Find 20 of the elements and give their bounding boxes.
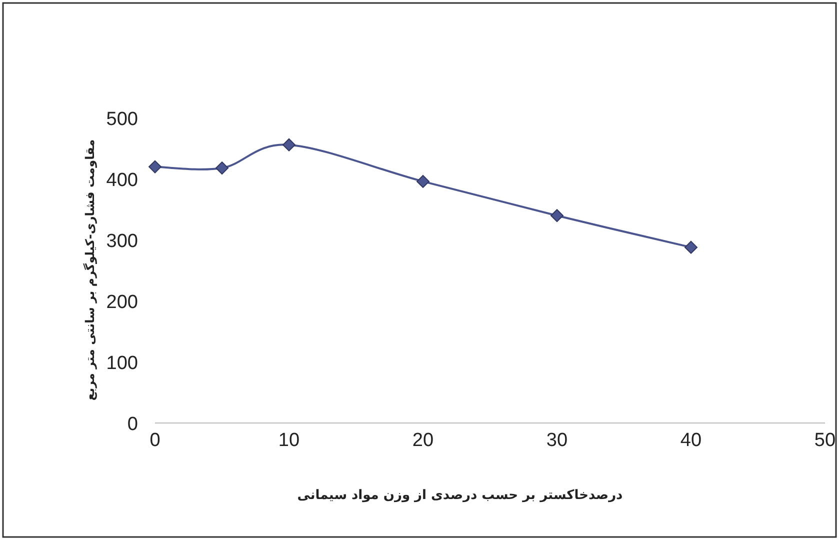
y-tick-label: 0 <box>127 414 138 435</box>
y-tick-label: 200 <box>106 292 138 313</box>
x-tick-label: 10 <box>278 430 300 451</box>
y-tick-label: 100 <box>106 353 138 374</box>
y-tick-label: 500 <box>106 109 138 130</box>
point <box>416 174 430 188</box>
y-axis-title: مقاومت فشاری-کیلوگرم بر سانتی متر مربع <box>83 139 97 401</box>
point <box>282 138 296 152</box>
x-tick-label: 0 <box>150 430 160 451</box>
x-tick-label: 30 <box>546 430 568 451</box>
point <box>148 160 162 174</box>
point <box>550 209 564 222</box>
x-axis-title: درصدخاکستر بر حسب درصدی از وزن مواد سیمانی <box>297 488 624 503</box>
point <box>684 240 698 254</box>
x-tick-label: 20 <box>412 430 434 451</box>
x-tick-label: 40 <box>680 430 702 451</box>
y-tick-label: 400 <box>106 170 138 191</box>
x-tick-label: 50 <box>814 430 836 451</box>
point <box>216 162 228 175</box>
y-tick-label: 300 <box>106 231 138 252</box>
